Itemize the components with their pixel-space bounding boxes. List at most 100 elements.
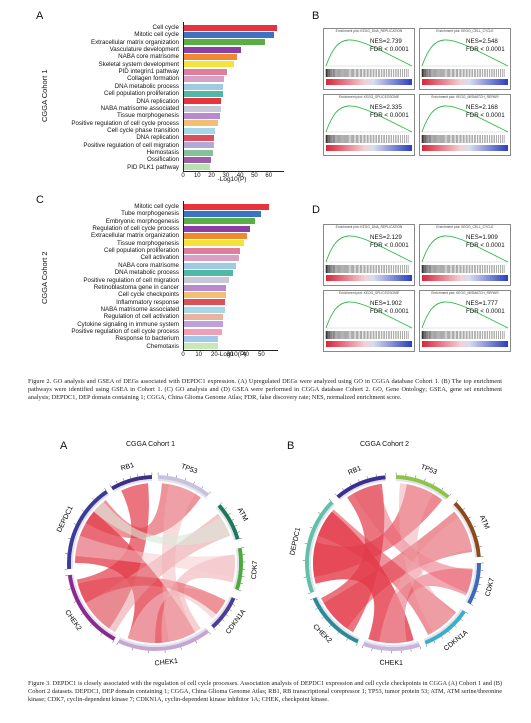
bar-chart-c-category-label: Embryonic morphogenesis — [105, 217, 179, 225]
bar-chart-a-category-label: Cell cycle — [152, 24, 179, 31]
bar-chart-c-axis — [183, 201, 278, 351]
gsea-b-plot: Enrichment plot: KEGG_DNA_REPLICATION NES… — [323, 28, 415, 90]
segment-tick — [358, 479, 360, 482]
segment-tick — [342, 488, 344, 491]
bar-chart-c-bar — [184, 336, 219, 343]
segment-tick — [473, 597, 477, 600]
gene-segment — [305, 500, 334, 594]
gene-segment — [234, 547, 243, 591]
segment-tick — [346, 638, 348, 641]
bar-chart-c-bar — [184, 269, 233, 276]
gene-segment — [217, 504, 240, 540]
gsea-d-nes-value: NES=1.909 — [466, 234, 498, 241]
segment-tick — [232, 604, 236, 606]
gene-label: CDKN1A — [225, 608, 248, 635]
gsea-d-enrichment-graphic — [325, 301, 413, 347]
gsea-b-fdr-value: FDR < 0.0001 — [370, 46, 409, 53]
gsea-d-nes-value: NES=1.777 — [466, 300, 498, 307]
segment-tick — [310, 598, 313, 600]
gsea-d-nes-value: NES=1.902 — [370, 300, 402, 307]
gene-segment-inner — [209, 596, 232, 626]
segment-tick — [229, 609, 232, 612]
circos-title-b: CGGA Cohort 2 — [360, 441, 410, 448]
segment-tick — [218, 623, 221, 627]
bar-chart-c-bar — [184, 306, 225, 313]
segment-tick — [213, 628, 216, 631]
gene-segment-inner — [113, 479, 153, 492]
gene-segment — [395, 475, 450, 499]
segment-tick — [224, 507, 227, 510]
segment-tick — [361, 645, 364, 649]
segment-tick — [448, 631, 451, 634]
segment-tick — [201, 486, 204, 489]
segment-tick — [371, 648, 373, 651]
bar-chart-c-bar — [184, 313, 224, 320]
chord-link — [93, 501, 231, 546]
bar-chart-a-category-label: DNA replication — [136, 134, 179, 142]
gsea-d-enrichment-graphic — [325, 235, 413, 281]
segment-tick — [456, 499, 459, 503]
bar-chart-c-category-label: Cytokine signaling in immune system — [77, 320, 179, 328]
segment-tick — [309, 526, 313, 529]
bar-chart-a-category-label: Mitotic cell cycle — [134, 31, 179, 39]
chord-link — [161, 554, 235, 643]
gsea-b-fdr-value: FDR < 0.0001 — [466, 46, 505, 53]
segment-tick — [478, 584, 481, 586]
chord-link — [398, 483, 455, 633]
gene-label: RB1 — [347, 465, 362, 477]
bar-chart-a-tick-label: 40 — [236, 173, 244, 179]
bar-chart-a-bar — [184, 54, 237, 61]
segment-tick — [334, 493, 337, 496]
segment-tick — [116, 481, 118, 484]
bar-chart-a-category-label: NABA matrisome associated — [100, 104, 179, 112]
bar-chart-a-bar — [184, 83, 223, 90]
gsea-b-nes-value: NES=2.548 — [466, 38, 498, 45]
gene-label: DEPDC1 — [289, 527, 302, 556]
bar-chart-c-bar — [184, 233, 247, 240]
gene-label: RB1 — [120, 462, 135, 473]
bar-chart-a-category-label: DNA metabolic process — [114, 82, 179, 90]
gsea-d-fdr-value: FDR < 0.0001 — [370, 308, 409, 315]
bar-chart-a-bar — [184, 90, 223, 97]
gsea-b-nes-value: NES=2.335 — [370, 104, 402, 111]
bar-chart-c-tick-label: 30 — [226, 352, 234, 358]
segment-tick — [366, 476, 368, 479]
bar-chart-a-category-label: PID PLK1 pathway — [127, 163, 179, 171]
segment-tick — [81, 509, 84, 512]
bar-chart-a-category-label: Extracellular matrix organization — [90, 38, 179, 46]
bar-chart-a-category-label: Collagen formation — [127, 75, 179, 83]
bar-chart-c-category-label: Chemotaxis — [146, 342, 179, 350]
segment-tick — [132, 648, 134, 651]
bar-chart-c-category-label: NABA core matrisome — [118, 261, 179, 269]
segment-tick — [226, 614, 229, 617]
bar-chart-c-tick-label: 50 — [257, 352, 265, 358]
segment-tick — [468, 516, 471, 519]
figure-3-caption: Figure 3. DEPDC1 is closely associated w… — [28, 680, 502, 703]
bar-chart-a-tick-label: 20 — [208, 173, 215, 179]
gsea-b-plot-title: Enrichment plot: KEGG_SPLICEOSOME — [338, 95, 400, 99]
segment-tick — [441, 487, 444, 490]
segment-tick — [476, 535, 480, 537]
bar-chart-c-category-label: Positive regulation of cell migration — [83, 276, 179, 284]
gene-label: CHEK2 — [63, 609, 82, 632]
gene-segment-inner — [232, 548, 240, 589]
chord-link — [77, 576, 226, 615]
bar-chart-a-category-label: Positive regulation of cell cycle proces… — [71, 119, 179, 127]
bar-chart-a-axis — [183, 22, 284, 172]
gene-segment-inner — [465, 563, 477, 603]
gene-label: CHEK1 — [380, 660, 404, 667]
gsea-d-plot-title: Enrichment plot: KEGG_SPLICEOSOME — [338, 291, 400, 295]
segment-tick — [109, 484, 112, 487]
circos-title-a: CGGA Cohort 1 — [126, 441, 176, 448]
segment-tick — [465, 612, 469, 614]
segment-tick — [104, 487, 106, 491]
segment-tick — [476, 590, 479, 593]
bar-chart-c-bar — [184, 218, 255, 225]
gsea-b-plot: Enrichment plot: KEGG_CELL_CYCLE NES=2.54… — [419, 28, 511, 90]
bar-chart-a-category-label: PID integrin1 pathway — [118, 68, 179, 76]
gene-segment — [362, 641, 421, 651]
segment-tick — [304, 543, 308, 545]
gsea-b-fdr-value: FDR < 0.0001 — [466, 112, 505, 119]
bar-chart-a-bar — [184, 134, 214, 141]
